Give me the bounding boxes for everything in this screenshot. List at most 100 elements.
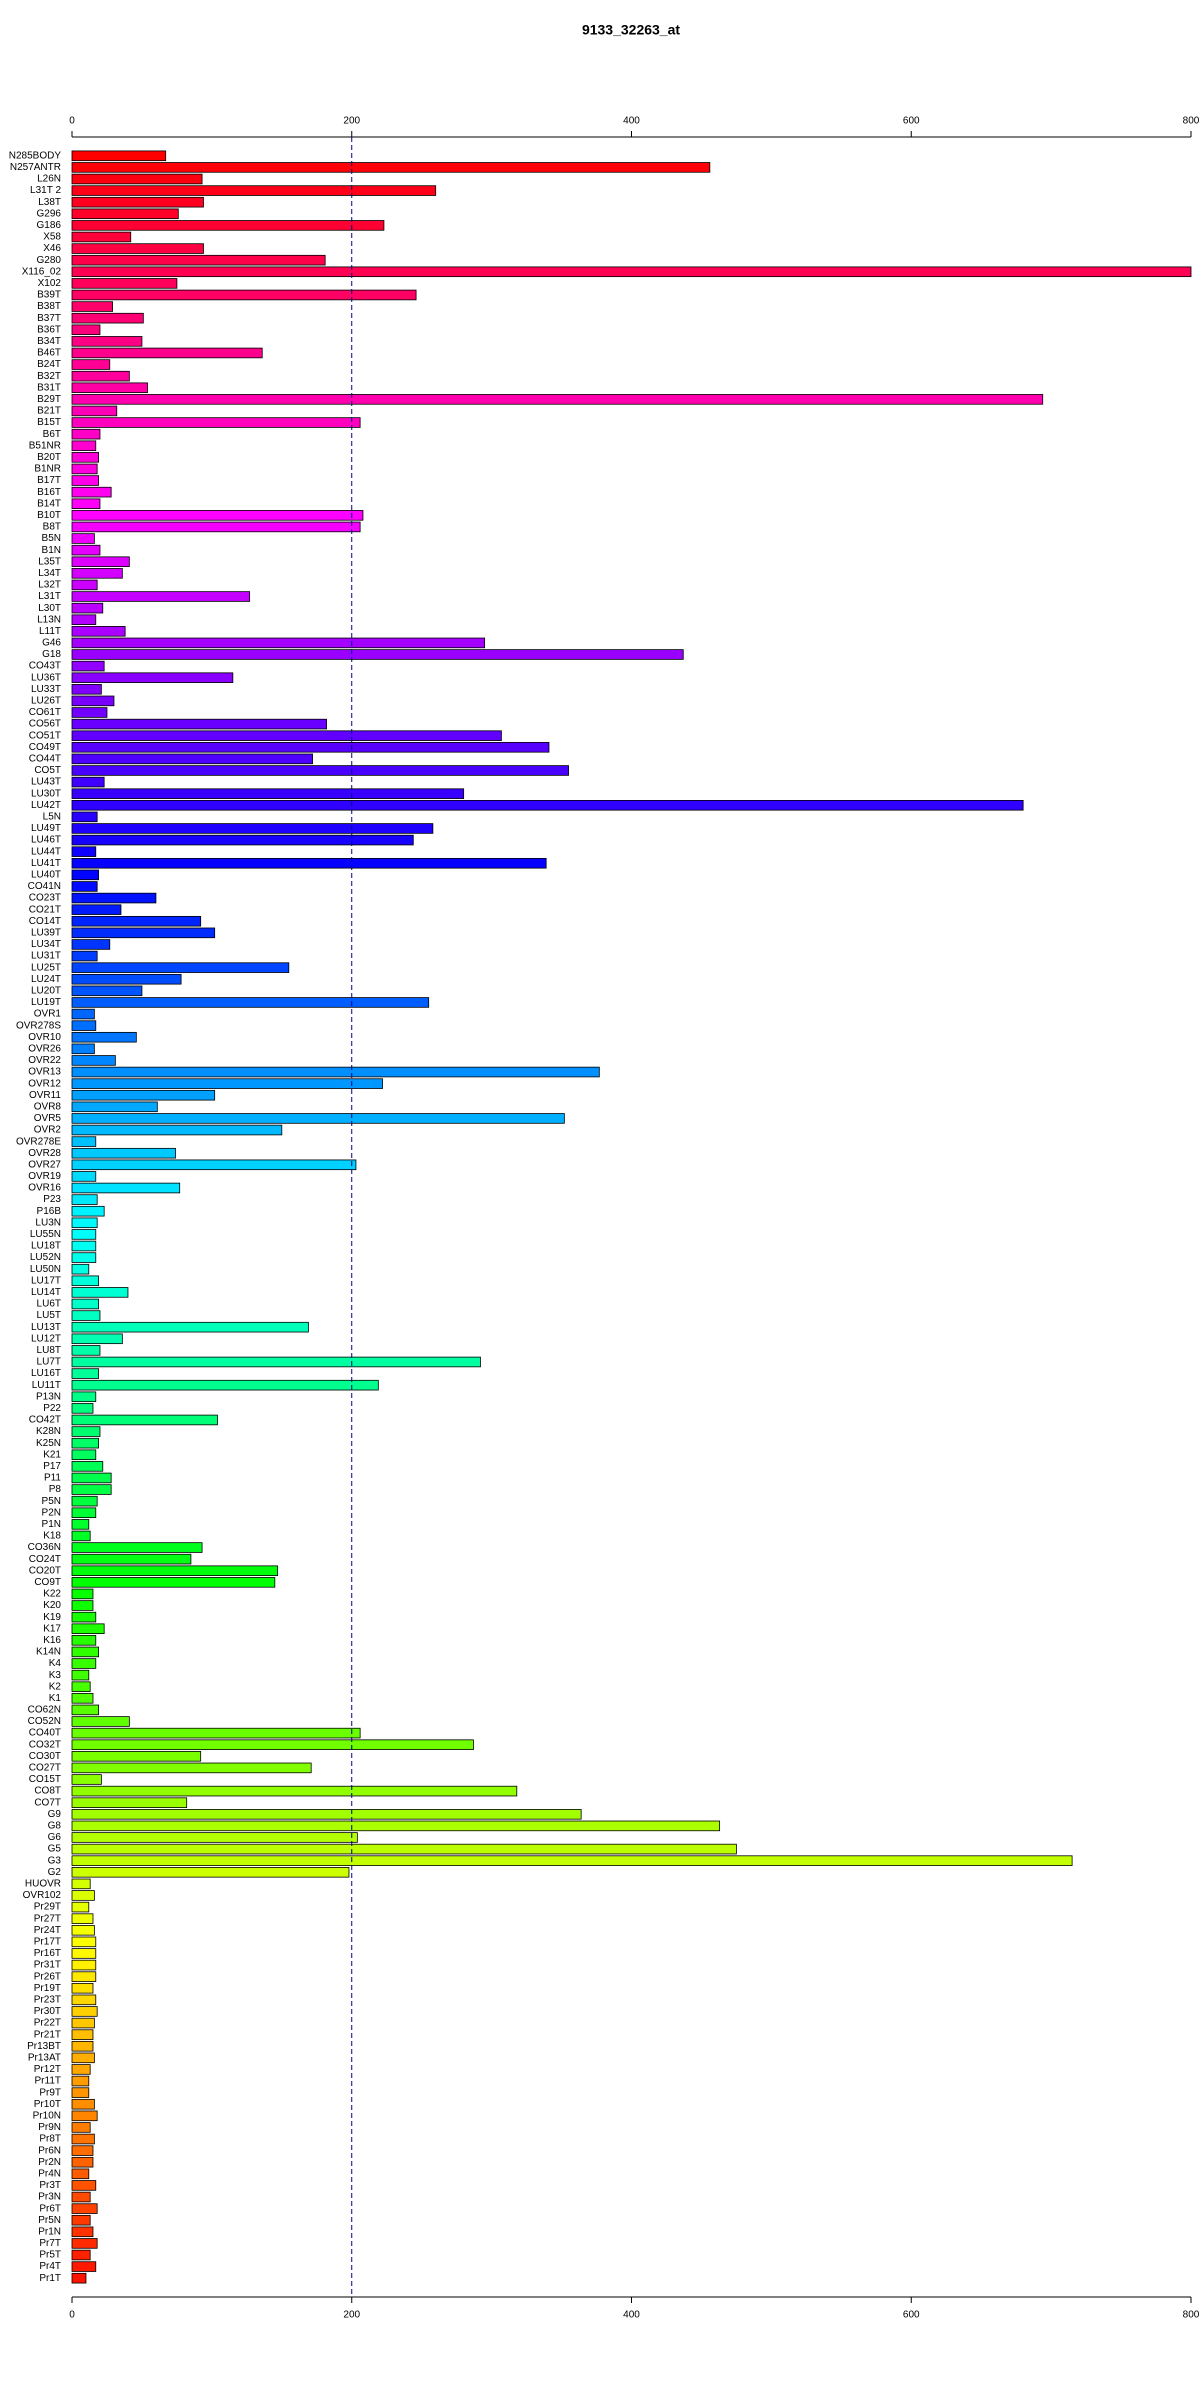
y-tick-label: OVR22 (28, 1055, 61, 1066)
bar (71, 591, 251, 602)
bar (71, 753, 313, 765)
y-tick-label: OVR12 (28, 1078, 61, 1089)
y-tick-label: CO7T (34, 1797, 61, 1808)
bar (71, 2040, 94, 2052)
bar (71, 1519, 90, 1530)
x-tick-label: 0 (69, 116, 75, 127)
y-tick-label: P2N (42, 1507, 61, 1518)
bar (71, 1484, 112, 1495)
y-tick-label: LU42T (31, 800, 61, 811)
y-tick-label: OVR11 (29, 1090, 61, 1101)
bar (71, 150, 167, 162)
y-tick-label: B37T (37, 313, 61, 324)
bar (71, 568, 123, 579)
bar (71, 1310, 101, 1321)
bar (71, 718, 327, 730)
bar (71, 2203, 98, 2214)
bar (71, 1229, 97, 1240)
y-tick-label: B32T (37, 371, 61, 382)
bar (71, 1611, 97, 1623)
bar (71, 1658, 97, 1669)
y-tick-label: P23 (43, 1194, 61, 1205)
bar (71, 1263, 90, 1275)
x-tick-label: 200 (343, 2310, 360, 2321)
bar (71, 1936, 97, 1948)
bar (71, 394, 1044, 405)
bar (71, 2110, 98, 2122)
bar (71, 301, 113, 312)
y-tick-label: CO32T (29, 1739, 61, 1750)
y-tick-label: Pr13BT (27, 2041, 61, 2052)
bar (71, 1727, 361, 1739)
bar (71, 1924, 95, 1936)
y-tick-label: LU7T (37, 1357, 61, 1368)
bar (71, 2133, 95, 2145)
y-tick-label: G5 (48, 1844, 62, 1855)
bar (71, 1843, 737, 1855)
bar (71, 1124, 283, 1136)
bar (71, 370, 130, 382)
y-tick-label: B16T (37, 487, 61, 498)
y-tick-label: LU24T (31, 974, 61, 985)
bar (71, 962, 290, 973)
y-tick-label: CO9T (34, 1577, 61, 1588)
y-tick-label: Pr2N (38, 2157, 61, 2168)
bar (71, 985, 143, 997)
x-tick-label: 0 (69, 2310, 75, 2321)
bar (71, 1159, 357, 1171)
y-tick-label: CO36N (28, 1542, 61, 1553)
y-tick-label: Pr6N (38, 2145, 61, 2156)
bar (71, 857, 547, 869)
bar (71, 405, 118, 417)
bar (71, 1681, 91, 1692)
y-tick-label: K1 (49, 1693, 62, 1704)
y-tick-label: G18 (42, 649, 61, 660)
y-tick-label: HUOVR (25, 1879, 61, 1890)
bar (71, 2272, 87, 2284)
y-tick-label: Pr12T (34, 2064, 61, 2075)
bar (71, 1287, 129, 1298)
y-tick-label: B1NR (34, 464, 61, 475)
y-tick-label: Pr9N (38, 2122, 61, 2133)
y-tick-label: CO15T (29, 1774, 61, 1785)
y-tick-label: N257ANTR (10, 162, 61, 173)
y-tick-label: Pr10N (33, 2110, 61, 2121)
y-tick-label: Pr4N (38, 2168, 61, 2179)
y-tick-label: Pr13AT (28, 2052, 61, 2063)
y-tick-label: CO5T (34, 765, 61, 776)
y-tick-label: LU41T (31, 858, 61, 869)
bar (71, 614, 97, 625)
bar (71, 1855, 1073, 1866)
bar (71, 2191, 91, 2203)
y-tick-label: L38T (38, 197, 61, 208)
y-tick-label: LU25T (31, 962, 61, 973)
y-tick-label: L31T (38, 591, 61, 602)
y-tick-label: X58 (43, 232, 61, 243)
y-tick-label: G280 (37, 255, 62, 266)
bar (71, 2180, 97, 2191)
y-tick-label: G46 (42, 638, 61, 649)
bar (71, 521, 361, 533)
bar (71, 1959, 97, 1971)
bar (71, 1043, 95, 1055)
bar (71, 544, 101, 556)
bar (71, 266, 1192, 278)
bar (71, 695, 115, 707)
bar (71, 2087, 90, 2098)
bar (71, 2064, 91, 2075)
bar (71, 1252, 97, 1263)
y-tick-label: Pr26T (34, 1971, 61, 1982)
y-tick-label: Pr27T (34, 1913, 61, 1924)
x-tick-label: 600 (903, 116, 920, 127)
y-tick-label: Pr22T (34, 2018, 61, 2029)
y-tick-label: LU52N (30, 1252, 61, 1263)
bar (71, 1797, 188, 1808)
bar (71, 2098, 95, 2110)
bar (71, 1751, 202, 1762)
bar (71, 1646, 99, 1658)
y-tick-label: P13N (36, 1391, 61, 1402)
y-tick-label: CO24T (29, 1554, 61, 1565)
y-tick-label: OVR1 (34, 1009, 62, 1020)
bar (71, 1403, 94, 1414)
y-tick-label: K25N (36, 1438, 61, 1449)
